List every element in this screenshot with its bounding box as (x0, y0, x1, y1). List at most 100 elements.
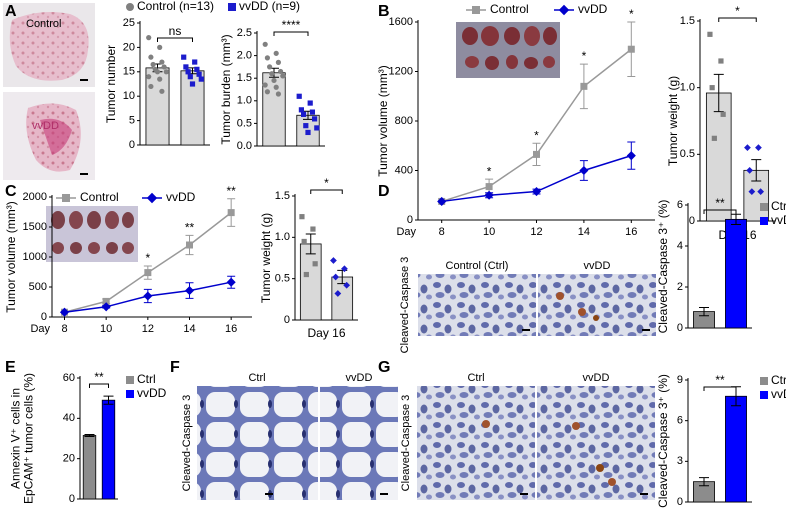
y-tick-label: 1.5 (237, 72, 252, 84)
panel-label: A (5, 3, 17, 20)
y-axis-label: Tumor volume (mm³) (4, 201, 18, 313)
marker (626, 151, 636, 161)
data-point (341, 265, 348, 273)
data-point (312, 116, 318, 122)
data-point (301, 238, 307, 245)
y-tick-label: 4 (677, 240, 683, 252)
marker (143, 291, 153, 301)
data-point (154, 69, 161, 75)
data-point (278, 68, 284, 75)
data-point (181, 54, 187, 60)
data-point (314, 125, 320, 131)
x-axis-label: Day (30, 323, 50, 335)
legend-label: vvDD (771, 387, 786, 401)
error-bar (305, 233, 316, 255)
x-tick-label: 10 (483, 226, 495, 238)
data-point (196, 71, 202, 77)
y-tick-label: 2.5 (237, 27, 252, 39)
significance-bracket (310, 189, 343, 194)
x-tick-label: 10 (100, 323, 112, 335)
y-tick-label: 60 (63, 372, 75, 384)
significance-label: * (735, 4, 740, 18)
marker (580, 82, 588, 90)
micrograph-d (418, 274, 656, 336)
significance-bracket (273, 31, 309, 36)
data-point (198, 76, 204, 82)
y-tick-label: 40 (63, 412, 75, 424)
data-point (303, 123, 309, 129)
data-point (192, 59, 198, 65)
legend-label: vvDD (n=9) (239, 0, 300, 13)
error-bar (731, 213, 741, 225)
image-label: Control (26, 18, 61, 30)
y-tick-label: 1.0 (680, 82, 695, 94)
data-point (148, 54, 154, 60)
marker (59, 307, 70, 317)
data-point (334, 290, 342, 297)
marker (485, 183, 493, 191)
image-label: Control (Ctrl) (446, 260, 509, 272)
y-tick-label: 3 (677, 455, 683, 467)
y-tick-label: 6 (677, 199, 683, 211)
data-point (271, 77, 277, 84)
significance-label: ** (715, 196, 725, 210)
legend-marker (558, 4, 570, 16)
y-tick-label: 1.0 (237, 95, 252, 107)
y-tick-label: 1.0 (275, 231, 290, 243)
error-bar (751, 159, 762, 182)
data-point (161, 64, 167, 70)
y-tick-label: 1200 (389, 65, 413, 77)
legend-label: Control (490, 2, 529, 16)
significance-label: * (145, 251, 150, 265)
y-axis-label: Tumor weight (g) (666, 76, 680, 166)
tumor-photo-b (456, 22, 560, 78)
y-tick-label: 1000 (23, 251, 47, 263)
y-tick-label: 6 (677, 415, 683, 427)
data-point (720, 111, 726, 117)
legend-label: vvDD (578, 2, 608, 16)
x-axis-label: Day 16 (307, 326, 345, 340)
legend-label: Ctrl (771, 199, 786, 213)
data-point (307, 100, 313, 106)
x-tick-label: 16 (625, 226, 637, 238)
x-tick-label: 16 (225, 323, 237, 335)
data-point (757, 188, 765, 196)
y-tick-label: 0 (284, 314, 290, 326)
y-tick-label: 0.5 (237, 117, 252, 129)
y-tick-label: 1600 (389, 16, 413, 28)
y-tick-label: 500 (29, 281, 47, 293)
legend-marker (126, 390, 134, 398)
data-point (343, 281, 351, 289)
legend-label: vvDD (137, 386, 167, 400)
data-point (303, 271, 309, 278)
legend-marker (760, 391, 768, 399)
x-tick-label: 12 (142, 323, 154, 335)
y-axis-label: EpCAM⁺ tumor cells (%) (22, 373, 36, 504)
bar (725, 395, 747, 503)
x-tick-label: 14 (578, 226, 590, 238)
bar (82, 435, 97, 500)
image-label: Ctrl (248, 372, 265, 384)
significance-bracket (157, 37, 193, 42)
y-tick-label: 0 (677, 496, 683, 508)
data-point (309, 109, 315, 115)
y-tick-label: 1500 (23, 221, 47, 233)
x-axis-label: Day (396, 226, 416, 238)
y-axis-label: Cleaved-Caspase 3⁺ (%) (656, 374, 670, 508)
marker (102, 297, 110, 305)
y-tick-label: 0 (677, 322, 683, 334)
y-axis-label: Tumor volume (mm³) (376, 65, 390, 177)
significance-bracket (89, 383, 109, 388)
y-tick-label: 0 (41, 311, 47, 323)
data-point (711, 135, 717, 141)
data-point (146, 35, 152, 41)
stain-label: Cleaved-Caspase 3 (400, 395, 412, 492)
y-tick-label: 25 (123, 17, 135, 29)
data-point (709, 85, 715, 91)
stain-label: Cleaved-Caspase 3 (181, 395, 193, 492)
x-tick-label: 14 (183, 323, 195, 335)
data-point (299, 214, 305, 220)
y-tick-label: 0.0 (237, 140, 252, 152)
y-axis-label: Tumor weight (g) (259, 213, 273, 303)
